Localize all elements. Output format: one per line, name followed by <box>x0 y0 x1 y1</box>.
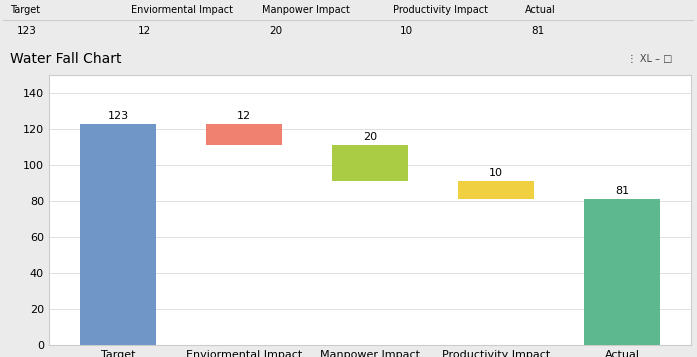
Text: 12: 12 <box>237 111 251 121</box>
Text: Productivity Impact: Productivity Impact <box>393 5 489 15</box>
Text: 123: 123 <box>107 111 129 121</box>
Text: 81: 81 <box>615 186 629 196</box>
Text: 123: 123 <box>17 26 37 36</box>
Text: ⋮ XL – □: ⋮ XL – □ <box>627 54 673 64</box>
Text: 20: 20 <box>363 132 377 142</box>
Text: Water Fall Chart: Water Fall Chart <box>10 52 122 66</box>
Text: 12: 12 <box>138 26 151 36</box>
Bar <box>584 199 660 345</box>
Text: Actual: Actual <box>524 5 556 15</box>
Bar <box>332 145 408 181</box>
Bar <box>459 181 534 199</box>
Text: 20: 20 <box>269 26 282 36</box>
Bar <box>80 124 156 345</box>
Text: 81: 81 <box>531 26 544 36</box>
Text: 10: 10 <box>489 169 503 178</box>
Text: Enviormental Impact: Enviormental Impact <box>131 5 233 15</box>
Text: 10: 10 <box>400 26 413 36</box>
Text: Target: Target <box>10 5 40 15</box>
Text: Manpower Impact: Manpower Impact <box>262 5 350 15</box>
Bar <box>206 124 282 145</box>
